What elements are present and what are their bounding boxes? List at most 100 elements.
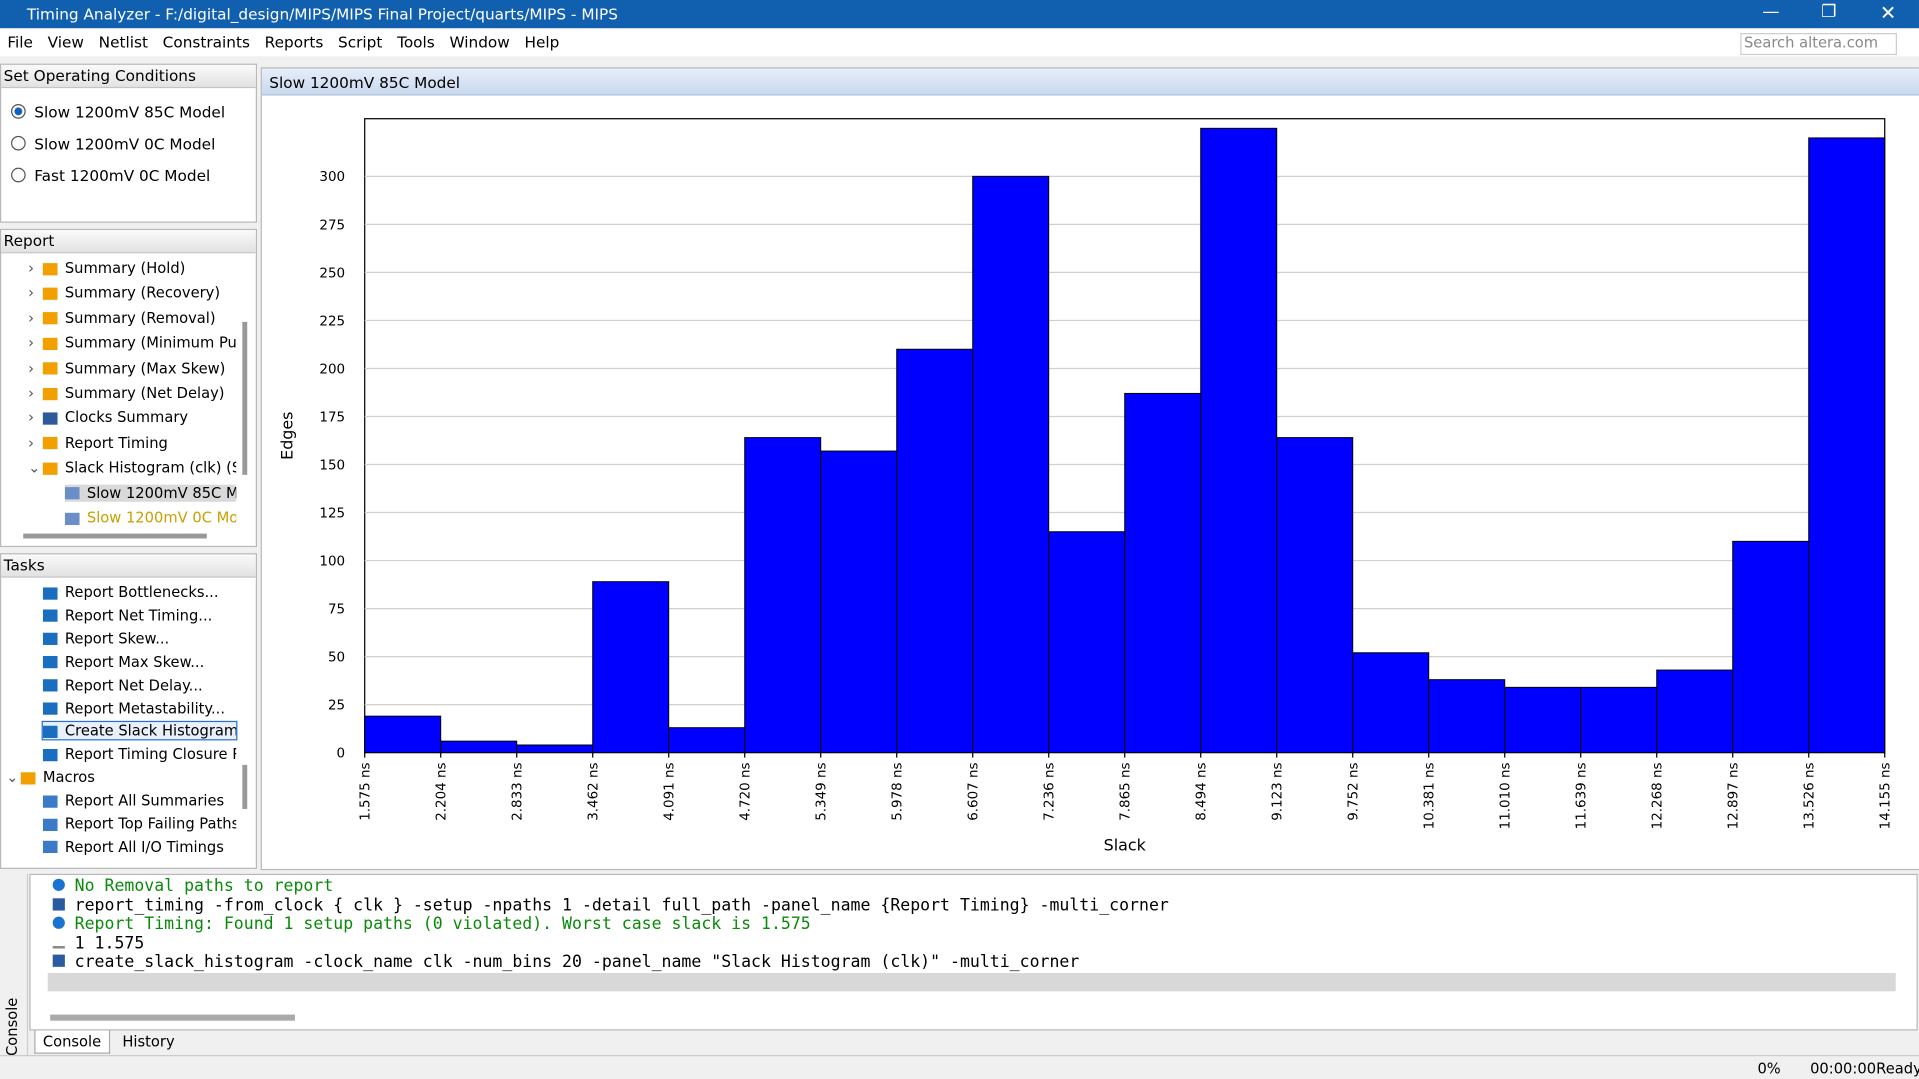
x-tick-label: 2.204 ns (435, 762, 450, 820)
search-box[interactable]: Search altera.com (1740, 33, 1897, 56)
task-icon (42, 702, 58, 715)
task-item[interactable]: Report Net Delay... (42, 676, 236, 693)
tree-item[interactable]: › Clocks Summary (28, 409, 236, 426)
tree-item[interactable]: › Summary (Net Delay) (28, 384, 236, 401)
status-bar: 0% 00:00:00 Ready (0, 1054, 1919, 1079)
console-tab[interactable]: History (122, 1032, 175, 1051)
close[interactable]: ✕ (1879, 1, 1897, 25)
task-item[interactable]: Report Bottlenecks... (42, 583, 236, 601)
menu-item[interactable]: Tools (397, 33, 435, 52)
task-label: Report Max Skew... (64, 653, 205, 671)
bar (668, 727, 746, 754)
x-tick-label: 7.865 ns (1119, 762, 1134, 820)
line-icon (52, 916, 65, 929)
tree-item[interactable]: › Summary (Minimum Puls (28, 334, 236, 351)
y-tick-label: 200 (319, 362, 345, 377)
bar (1656, 669, 1734, 754)
x-tick-label: 9.752 ns (1347, 762, 1362, 820)
menu-item[interactable]: Netlist (98, 33, 148, 52)
menu-item[interactable]: Script (338, 33, 383, 52)
title-bar: Timing Analyzer - F:/digital_design/MIPS… (0, 0, 1919, 29)
task-item[interactable]: Report Metastability... (42, 699, 236, 717)
macro-icon (42, 818, 58, 831)
x-tick-label: 6.607 ns (967, 762, 982, 820)
tree-icon (42, 287, 58, 300)
tree-label: Slow 1200mV 85C Mo (86, 484, 237, 502)
task-icon (42, 748, 58, 761)
expander: ⌄ (28, 459, 41, 477)
menu-item[interactable]: File (7, 33, 33, 52)
bar (364, 715, 442, 754)
x-tick-label: 9.123 ns (1271, 762, 1286, 820)
tree-item[interactable]: › Summary (Removal) (28, 309, 236, 326)
console-line: report_timing -from_clock { clk } -setup… (52, 895, 1169, 915)
expander: › (28, 409, 35, 427)
tree-label: Slow 1200mV 0C Moc (86, 509, 237, 527)
console-text: 1 1.575 (74, 933, 145, 953)
bar (744, 437, 822, 754)
task-item[interactable]: Report Skew... (42, 630, 236, 648)
menu-item[interactable]: View (47, 33, 84, 52)
menu-item[interactable]: Constraints (162, 33, 250, 52)
radio-button (11, 104, 26, 119)
console-tabs: Console History (29, 1030, 1915, 1054)
console-side-bar: Console (0, 873, 29, 1056)
radio-option[interactable]: Slow 1200mV 85C Model (11, 103, 225, 121)
bar (1276, 437, 1354, 754)
macros-label: Macros (42, 768, 95, 786)
macro-item[interactable]: Report All Summaries (42, 792, 236, 809)
radio-button (11, 167, 26, 183)
task-item[interactable]: Create Slack Histogram... (41, 721, 238, 741)
tree-item[interactable]: › Summary (Recovery) (28, 284, 236, 301)
menu-item[interactable]: Window (449, 33, 510, 52)
tree-item[interactable]: › Summary (Max Skew) (28, 359, 236, 376)
macro-item[interactable]: Report Top Failing Paths (42, 815, 236, 832)
x-axis-label: Slack (1104, 836, 1147, 855)
minimize[interactable]: — (1762, 2, 1780, 23)
status-state: Ready (1876, 1059, 1919, 1077)
operating-conditions-panel: Set Operating Conditions Slow 1200mV 85C… (0, 63, 258, 223)
tree-item[interactable]: ⌄ Slack Histogram (clk) (Se (28, 459, 236, 476)
chart: 0 25 50 75 100 125 150 175 200 225 250 275 300 1.575 … (278, 118, 1894, 855)
task-icon (42, 656, 58, 669)
bar (1428, 679, 1506, 754)
tree-icon (42, 312, 58, 325)
x-tick-label: 5.349 ns (815, 762, 830, 820)
restore[interactable]: ❐ (1821, 2, 1837, 23)
task-label: Report Metastability... (64, 699, 226, 717)
radio-option[interactable]: Slow 1200mV 0C Model (11, 135, 215, 153)
x-tick-label: 10.381 ns (1423, 762, 1438, 829)
tree-item[interactable]: › Summary (Hold) (28, 259, 236, 276)
tree-label: Report Timing (64, 434, 168, 452)
task-item[interactable]: Report Timing Closure Re (42, 745, 237, 763)
console-tab[interactable]: Console (34, 1030, 110, 1054)
x-tick-label: 4.091 ns (663, 762, 678, 820)
report-panel: Report › Summary (Hold) › Summary (Recovery… (0, 228, 258, 548)
x-tick-label: 1.575 ns (359, 762, 374, 820)
menu-item[interactable]: Reports (264, 33, 324, 52)
task-label: Report Timing Closure Re (64, 745, 237, 763)
bar (1504, 686, 1582, 754)
expander: › (28, 384, 35, 402)
radio-button (11, 135, 26, 151)
bar (1580, 686, 1658, 754)
radio-option[interactable]: Fast 1200mV 0C Model (11, 166, 211, 185)
tree-item[interactable]: Slow 1200mV 85C Mo (64, 484, 237, 502)
status-progress: 0% (1757, 1059, 1781, 1077)
macros-folder[interactable]: ⌄ Macros (6, 769, 95, 786)
tree-item[interactable]: Slow 1200mV 0C Moc (64, 509, 237, 527)
task-icon (42, 609, 58, 623)
task-label: Report Bottlenecks... (64, 583, 219, 601)
macro-item[interactable]: Report All I/O Timings (42, 838, 236, 855)
task-item[interactable]: Report Net Timing... (42, 607, 236, 624)
tree-label: Summary (Removal) (64, 309, 216, 327)
tree-item[interactable]: › Report Timing (28, 434, 236, 451)
y-tick-label: 75 (328, 602, 345, 617)
bar (1200, 127, 1278, 754)
console-input[interactable] (47, 972, 1896, 992)
menu-item[interactable]: Help (524, 33, 560, 52)
task-item[interactable]: Report Max Skew... (42, 653, 236, 671)
task-label: Report Skew... (64, 630, 170, 648)
radio-label: Fast 1200mV 0C Model (34, 166, 211, 185)
